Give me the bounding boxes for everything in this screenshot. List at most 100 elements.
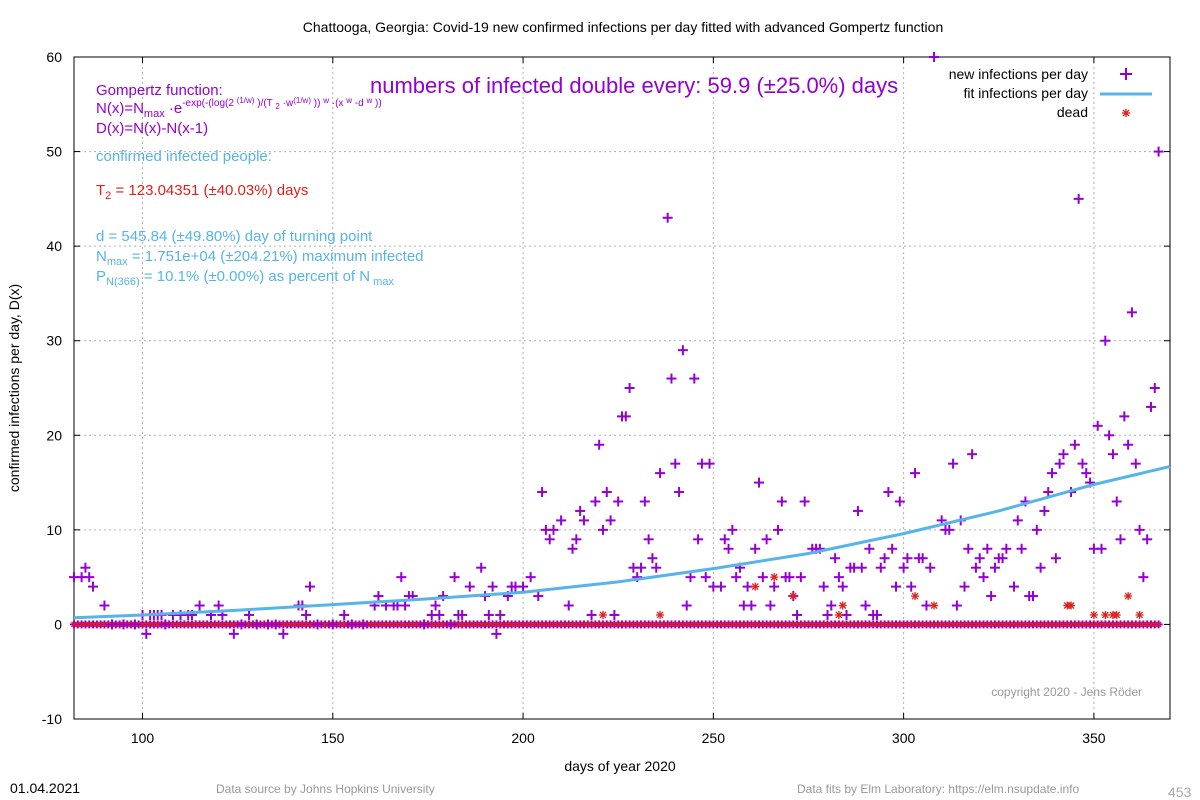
infection-point	[639, 496, 650, 507]
infection-point	[1119, 411, 1130, 422]
x-tick-label: 100	[131, 730, 155, 746]
infection-point	[750, 543, 761, 554]
infection-point	[597, 524, 608, 535]
infection-point	[107, 619, 118, 630]
infection-point	[689, 373, 700, 384]
legend-marker-dead	[1122, 109, 1130, 117]
infection-point	[731, 572, 742, 583]
y-tick-label: 60	[46, 49, 62, 65]
infection-point	[879, 553, 890, 564]
infection-point	[1130, 458, 1141, 469]
dead-point	[834, 610, 843, 619]
infection-point	[997, 553, 1008, 564]
infection-point	[84, 572, 95, 583]
infection-point	[655, 468, 666, 479]
infection-point	[518, 581, 529, 592]
infection-point	[1138, 572, 1149, 583]
infection-point	[795, 572, 806, 583]
infection-point	[792, 609, 803, 620]
infection-point	[445, 619, 456, 630]
infection-point	[1100, 335, 1111, 346]
infection-point	[989, 562, 1000, 573]
x-tick-label: 350	[1082, 730, 1106, 746]
infection-point	[963, 543, 974, 554]
infection-point	[910, 468, 921, 479]
infection-point	[700, 572, 711, 583]
infection-point	[719, 534, 730, 545]
infection-point	[677, 345, 688, 356]
infection-point	[1111, 496, 1122, 507]
x-axis-label: days of year 2020	[564, 758, 676, 774]
infection-point	[852, 505, 863, 516]
gompertz-title: Gompertz function:	[96, 82, 223, 99]
gompertz-formula-dx: D(x)=N(x)-N(x-1)	[96, 120, 208, 137]
t2-value: T2 = 123.04351 (±40.03%) days	[96, 182, 308, 202]
infection-point	[662, 212, 673, 223]
dead-point	[1124, 592, 1133, 601]
infection-point	[917, 553, 928, 564]
infection-point	[400, 600, 411, 611]
percent-text: PN(366) = 10.1% (±0.00%) as percent of N…	[96, 268, 394, 288]
infection-point	[833, 572, 844, 583]
dead-point	[598, 610, 607, 619]
infection-point	[818, 581, 829, 592]
infection-point	[841, 609, 852, 620]
infection-point	[624, 383, 635, 393]
dead-point	[930, 601, 939, 610]
dead-point	[1112, 610, 1121, 619]
infection-point	[643, 534, 654, 545]
dead-point	[1089, 610, 1098, 619]
infection-point	[776, 496, 787, 507]
infection-point	[929, 52, 940, 62]
infection-point	[430, 600, 441, 611]
infection-point	[160, 619, 171, 630]
y-axis-label: confirmed infections per day, D(x)	[6, 284, 22, 492]
chart-title: Chattooga, Georgia: Covid-19 new confirm…	[303, 19, 943, 35]
footer-source: Data source by Johns Hopkins University	[216, 782, 435, 796]
dead-point	[1101, 610, 1110, 619]
infection-point	[605, 515, 616, 526]
infection-point	[769, 581, 780, 592]
confirmed-label: confirmed infected people:	[96, 148, 272, 165]
y-tick-label: -10	[42, 711, 62, 727]
legend-marker-infections	[1120, 68, 1132, 80]
infection-point	[1008, 581, 1019, 592]
y-tick-label: 20	[46, 427, 62, 443]
infection-point	[620, 411, 631, 422]
infection-point	[978, 572, 989, 583]
infection-point	[129, 619, 140, 630]
infection-point	[757, 572, 768, 583]
infection-point	[358, 619, 369, 630]
infection-point	[727, 524, 738, 535]
footer-fits: Data fits by Elm Laboratory: https://elm…	[797, 782, 1080, 796]
infection-point	[525, 572, 536, 583]
infection-point	[1145, 401, 1156, 412]
infection-point	[613, 496, 624, 507]
infection-point	[251, 619, 262, 630]
infection-point	[567, 543, 578, 554]
infection-point	[537, 487, 548, 498]
infection-point	[419, 619, 430, 630]
infection-point	[681, 600, 692, 611]
infection-point	[1153, 146, 1164, 157]
zero-baseline-marks	[70, 620, 1163, 629]
y-tick-label: 10	[46, 522, 62, 538]
infection-point	[902, 553, 913, 564]
infection-point	[898, 562, 909, 573]
infection-point	[666, 373, 677, 384]
infection-point	[373, 591, 384, 602]
infection-point	[533, 591, 544, 602]
infection-point	[704, 458, 715, 469]
infection-point	[856, 562, 867, 573]
infection-point	[1039, 505, 1050, 516]
infection-point	[556, 515, 567, 526]
infection-point	[875, 562, 886, 573]
infection-point	[822, 609, 833, 620]
infection-point	[871, 609, 882, 620]
doubling-time-text: numbers of infected double every: 59.9 (…	[370, 73, 898, 98]
x-tick-label: 300	[892, 730, 916, 746]
footer-number: 453	[1168, 784, 1192, 800]
infection-point	[1047, 468, 1058, 479]
infection-point	[449, 572, 460, 583]
